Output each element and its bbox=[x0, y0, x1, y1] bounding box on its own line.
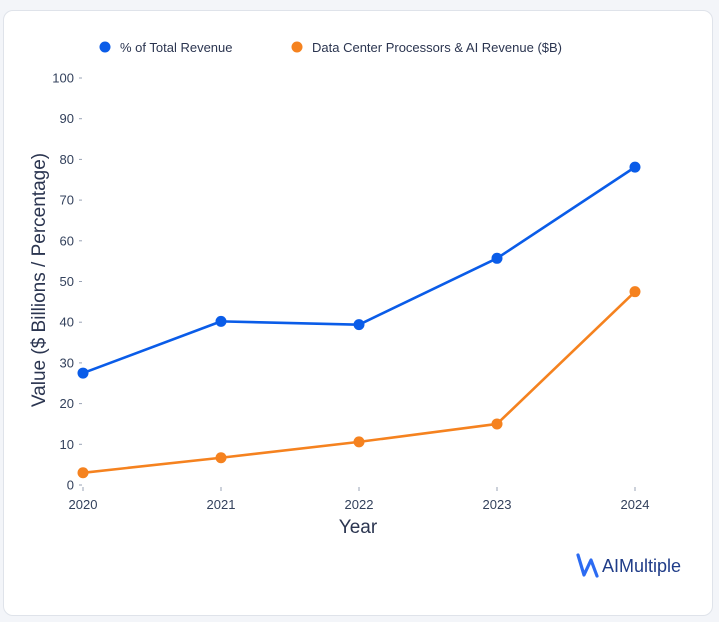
legend-label-series-2: Data Center Processors & AI Revenue ($B) bbox=[312, 40, 562, 55]
x-tick-label: 2021 bbox=[207, 497, 236, 512]
legend-label-series-1: % of Total Revenue bbox=[120, 40, 233, 55]
x-axis: 2020 2021 2022 2023 2024 bbox=[69, 487, 650, 512]
data-point-series-1 bbox=[215, 315, 227, 327]
x-tick-label: 2020 bbox=[69, 497, 98, 512]
y-tick-label: 10 bbox=[60, 437, 74, 452]
data-point-series-2 bbox=[491, 418, 503, 430]
series-line-1 bbox=[81, 165, 637, 375]
legend-marker-series-1 bbox=[99, 41, 111, 53]
y-tick-label: 20 bbox=[60, 396, 74, 411]
y-tick-label: 60 bbox=[60, 233, 74, 248]
y-axis-title: Value ($ Billions / Percentage) bbox=[29, 153, 50, 407]
data-point-series-2 bbox=[353, 436, 365, 448]
plot-area bbox=[77, 161, 641, 479]
y-tick-label: 90 bbox=[60, 111, 74, 126]
y-tick-label: 70 bbox=[60, 193, 74, 208]
y-axis: 0 10 20 30 40 50 60 70 80 90 100 bbox=[52, 71, 82, 493]
data-point-series-1 bbox=[629, 161, 641, 173]
aimultiple-logo-icon bbox=[576, 553, 599, 578]
brand-logo-text: AIMultiple bbox=[602, 556, 681, 576]
x-axis-title: Year bbox=[339, 517, 378, 538]
y-tick-label: 30 bbox=[60, 355, 74, 370]
y-tick-label: 100 bbox=[52, 71, 74, 86]
data-point-series-2 bbox=[77, 467, 89, 479]
data-point-series-1 bbox=[353, 319, 365, 331]
x-tick-label: 2023 bbox=[483, 497, 512, 512]
x-tick-label: 2022 bbox=[345, 497, 374, 512]
brand-logo: AIMultiple bbox=[576, 553, 681, 578]
y-tick-label: 0 bbox=[67, 478, 74, 493]
data-point-series-1 bbox=[77, 367, 89, 379]
data-point-series-1 bbox=[491, 252, 503, 264]
y-tick-label: 50 bbox=[60, 274, 74, 289]
y-tick-label: 80 bbox=[60, 152, 74, 167]
x-tick-label: 2024 bbox=[621, 497, 650, 512]
data-point-series-2 bbox=[629, 286, 641, 298]
legend-marker-series-2 bbox=[291, 41, 303, 53]
legend: % of Total Revenue Data Center Processor… bbox=[99, 40, 562, 55]
chart-card bbox=[3, 10, 713, 616]
data-point-series-2 bbox=[215, 452, 227, 464]
y-tick-label: 40 bbox=[60, 315, 74, 330]
